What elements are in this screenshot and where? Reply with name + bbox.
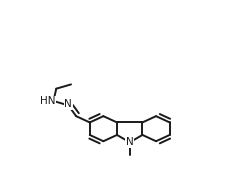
Text: HN: HN [40,96,55,106]
Text: N: N [126,137,134,147]
Text: N: N [126,137,134,147]
Text: N: N [64,99,72,109]
